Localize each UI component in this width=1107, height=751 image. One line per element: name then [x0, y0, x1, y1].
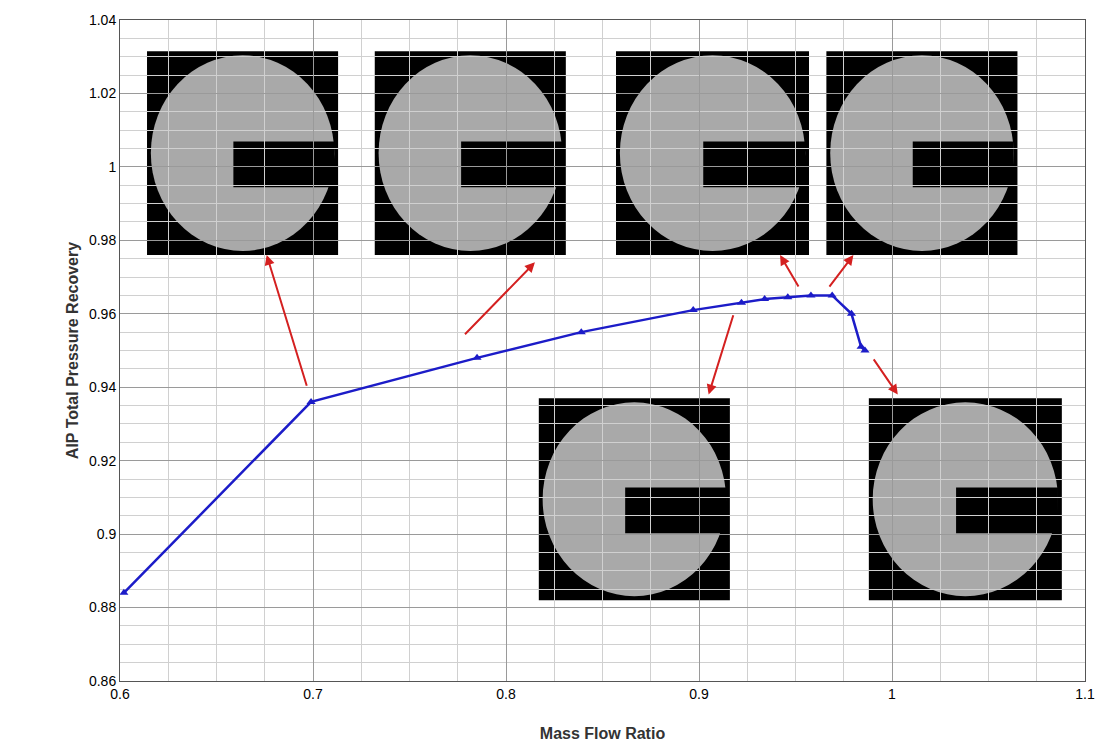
svg-text:1.04: 1.04 [89, 12, 116, 28]
svg-text:0.94: 0.94 [89, 379, 116, 395]
svg-text:1.1: 1.1 [1075, 686, 1095, 702]
svg-text:0.6: 0.6 [110, 686, 130, 702]
svg-text:AIP Total Pressure Recovery: AIP Total Pressure Recovery [64, 242, 81, 459]
svg-text:0.98: 0.98 [89, 232, 116, 248]
svg-text:1: 1 [888, 686, 896, 702]
svg-text:0.96: 0.96 [89, 306, 116, 322]
svg-text:0.88: 0.88 [89, 599, 116, 615]
svg-text:0.86: 0.86 [89, 673, 116, 689]
svg-text:0.9: 0.9 [97, 526, 117, 542]
svg-text:1: 1 [108, 159, 116, 175]
svg-text:1.02: 1.02 [89, 85, 116, 101]
svg-text:0.9: 0.9 [689, 686, 709, 702]
svg-text:0.7: 0.7 [303, 686, 323, 702]
svg-text:Mass Flow Ratio: Mass Flow Ratio [540, 725, 666, 742]
svg-text:0.8: 0.8 [496, 686, 516, 702]
svg-text:0.92: 0.92 [89, 453, 116, 469]
